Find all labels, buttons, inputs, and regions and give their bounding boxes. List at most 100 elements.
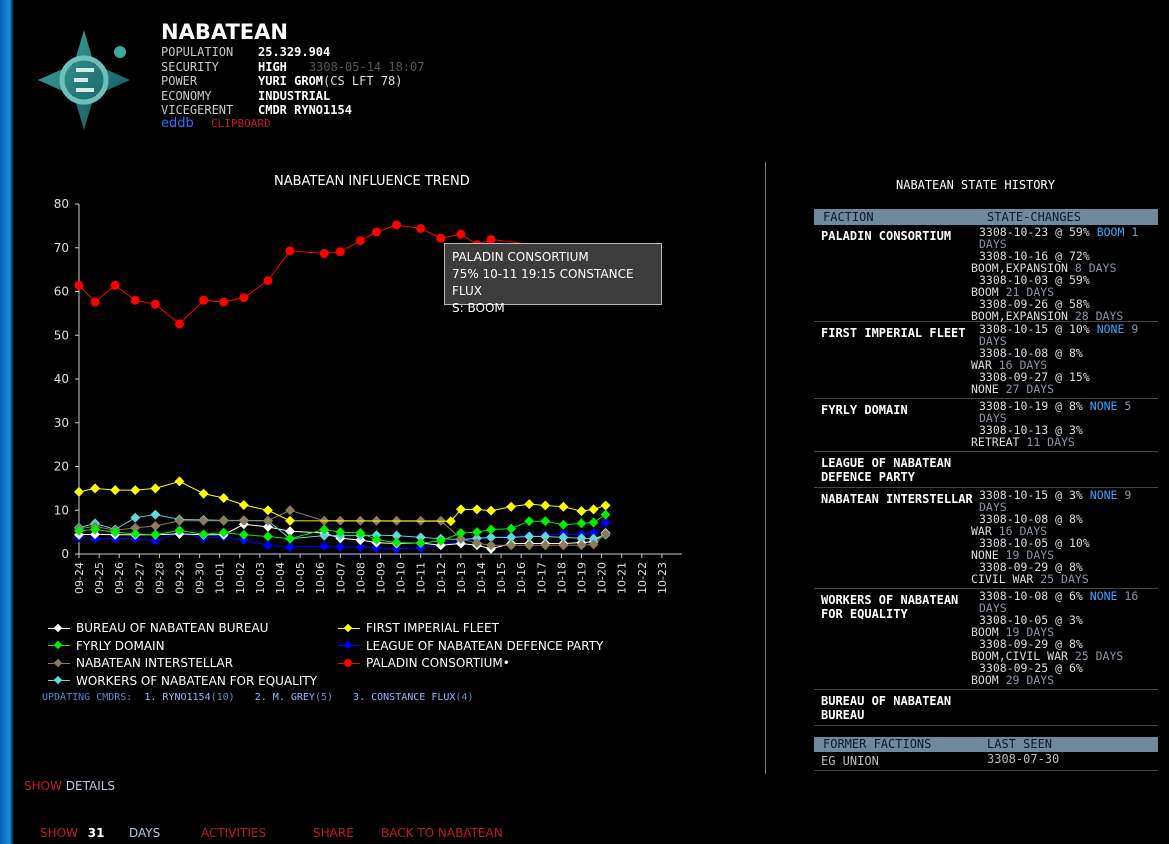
update-timestamp: 3308-05-14 18:07	[308, 59, 425, 74]
state-changes	[979, 690, 1158, 693]
legend-label: LEAGUE OF NABATEAN DEFENCE PARTY	[366, 638, 604, 653]
change-state: BOOM,CIVIL WAR	[971, 649, 1075, 663]
data-point	[588, 539, 599, 550]
data-point	[150, 521, 161, 531]
x-tick-label: 10-06	[314, 562, 327, 594]
change-days: 25 DAYS	[1040, 572, 1089, 586]
change-date: 3308-10-15 @ 10%	[979, 322, 1097, 336]
days-label: DAYS	[129, 826, 161, 840]
change-date: 3308-10-08 @ 8%	[979, 512, 1083, 526]
change-detail: RETREAT 11 DAYS	[971, 436, 1158, 448]
clipboard-link[interactable]: CLIPBOARD	[211, 117, 271, 130]
y-tick-label: 80	[54, 197, 69, 211]
data-point	[262, 515, 273, 526]
former-row: EG UNION 3308-07-30	[814, 752, 1158, 771]
cmdr-count: (10)	[210, 692, 235, 703]
state-change-entry: 3308-10-08 @ 8% WAR 16 DAYS	[971, 512, 1158, 537]
series-line	[78, 514, 606, 541]
data-point	[90, 297, 100, 307]
legend-item[interactable]: FYRLY DOMAIN	[48, 638, 165, 655]
change-days: 25 DAYS	[1074, 649, 1124, 663]
change-detail: BOOM,CIVIL WAR 25 DAYS	[971, 650, 1158, 662]
details-label: DETAILS	[65, 779, 116, 793]
change-state: BOOM	[971, 285, 1006, 299]
data-point	[110, 485, 121, 496]
data-point	[455, 533, 466, 544]
cmdr-name[interactable]: M. GREY	[272, 692, 315, 703]
legend-item[interactable]: WORKERS OF NABATEAN FOR EQUALITY	[48, 673, 317, 690]
change-date: 3308-10-15 @ 3%	[979, 488, 1090, 502]
change-detail: BOOM,EXPANSION 8 DAYS	[971, 262, 1158, 274]
data-point	[355, 528, 366, 538]
history-row: FIRST IMPERIAL FLEET 3308-10-15 @ 10% NON…	[814, 322, 1158, 399]
data-point	[588, 504, 599, 515]
x-tick-label: 09-28	[153, 562, 166, 594]
info-key: SECURITY	[161, 59, 219, 74]
data-point	[355, 236, 365, 246]
change-state: BOOM	[971, 673, 1006, 687]
legend-label: WORKERS OF NABATEAN FOR EQUALITY	[76, 673, 318, 688]
data-point	[558, 540, 569, 551]
data-point	[371, 534, 382, 545]
x-tick-label: 10-04	[274, 562, 287, 594]
legend-item[interactable]: LEAGUE OF NABATEAN DEFENCE PARTY	[338, 638, 603, 655]
faction-name[interactable]: BUREAU OF NABATEAN BUREAU	[821, 694, 952, 722]
faction-name[interactable]: FYRLY DOMAIN	[821, 403, 908, 417]
state-change-entry: 3308-09-26 @ 58% BOOM,EXPANSION 28 DAYS	[971, 298, 1158, 322]
data-point	[576, 506, 587, 517]
eddb-link[interactable]: eddb	[161, 116, 194, 131]
data-point	[472, 527, 482, 538]
data-point	[130, 485, 141, 496]
former-faction-name: EG UNION	[821, 754, 879, 768]
history-row: NABATEAN INTERSTELLAR 3308-10-15 @ 3% NON…	[814, 488, 1158, 589]
change-date: 3308-09-25 @ 6%	[979, 661, 1083, 675]
data-point	[391, 537, 402, 548]
change-state: NONE	[1089, 399, 1125, 413]
cmdr-name[interactable]: RYNO1154	[162, 692, 211, 703]
legend-label: NABATEAN INTERSTELLAR	[76, 656, 234, 670]
legend-item[interactable]: FIRST IMPERIAL FLEET	[338, 620, 499, 637]
change-detail: BOOM 21 DAYS	[971, 286, 1158, 298]
days-value[interactable]: 31	[87, 826, 105, 840]
data-point	[174, 525, 185, 536]
x-tick-label: 10-03	[254, 562, 267, 594]
show-details-link[interactable]: SHOW DETAILS	[24, 779, 115, 793]
change-days: 21 DAYS	[1005, 285, 1055, 299]
header-former-factions: FORMER FACTIONS	[823, 737, 932, 751]
data-point	[558, 519, 569, 530]
activities-link[interactable]: ACTIVITIES	[201, 826, 267, 840]
share-link[interactable]: SHARE	[313, 826, 354, 840]
legend-item[interactable]: NABATEAN INTERSTELLAR	[48, 655, 233, 672]
data-point	[600, 509, 611, 520]
y-tick-label: 0	[61, 547, 69, 561]
data-point	[175, 319, 184, 329]
data-point	[486, 540, 496, 551]
diamond-marker-icon	[48, 623, 72, 635]
faction-name[interactable]: FIRST IMPERIAL FLEET	[821, 326, 966, 340]
change-days: 8 DAYS	[1074, 261, 1117, 275]
data-point	[110, 280, 120, 290]
change-date: 3308-09-29 @ 8%	[979, 637, 1083, 651]
updating-cmdrs: UPDATING CMDRS: 1. RYNO1154(10) 2. M. GR…	[42, 692, 473, 703]
x-tick-label: 10-23	[656, 562, 669, 594]
data-point	[150, 299, 160, 309]
data-point	[506, 501, 517, 512]
data-point	[456, 229, 466, 239]
data-point	[524, 540, 535, 551]
header-faction: FACTION	[823, 210, 874, 224]
tooltip-detail: 75% 10-11 19:15 CONSTANCE FLUX	[452, 267, 634, 298]
faction-name[interactable]: LEAGUE OF NABATEAN DEFENCE PARTY	[821, 456, 952, 484]
faction-name[interactable]: NABATEAN INTERSTELLAR	[821, 492, 973, 506]
data-point	[540, 500, 551, 511]
faction-name[interactable]: PALADIN CONSORTIUM	[821, 229, 952, 243]
faction-name[interactable]: WORKERS OF NABATEAN FOR EQUALITY	[821, 593, 959, 621]
data-point	[558, 532, 569, 543]
legend-item[interactable]: PALADIN CONSORTIUM•	[338, 655, 510, 672]
change-state: BOOM,EXPANSION	[971, 261, 1075, 275]
legend-item[interactable]: BUREAU OF NABATEAN BUREAU	[48, 620, 268, 637]
cmdr-name[interactable]: CONSTANCE FLUX	[371, 692, 456, 703]
data-point	[335, 247, 345, 257]
data-point	[455, 504, 466, 515]
back-link[interactable]: BACK TO NABATEAN	[381, 826, 503, 840]
change-days: 1 DAYS	[979, 225, 1139, 251]
